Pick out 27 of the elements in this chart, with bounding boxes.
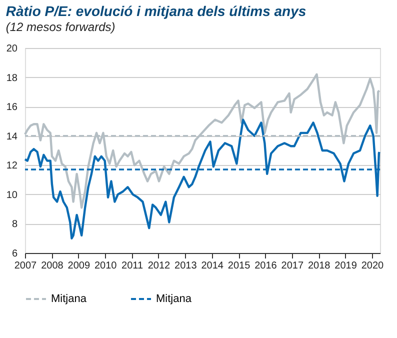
x-tick-label: 2020 [361, 260, 384, 272]
x-tick-label: 2008 [41, 260, 64, 272]
x-tick-label: 2012 [148, 260, 171, 272]
x-tick-label: 2013 [174, 260, 198, 272]
chart-title: Ràtio P/E: evolució i mitjana dels últims anys [6, 3, 306, 19]
x-tick-label: 2015 [228, 260, 251, 272]
x-tick-label: 2014 [201, 260, 224, 272]
y-tick-label: 12 [6, 160, 18, 172]
x-tick-label: 2009 [68, 260, 90, 272]
y-tick-label: 8 [12, 219, 18, 230]
x-tick-label: 2011 [122, 260, 144, 272]
x-tick-label: 2016 [254, 260, 278, 272]
x-tick-label: 2018 [308, 260, 331, 272]
y-tick-label: 10 [6, 190, 18, 201]
x-tick-label: 2017 [281, 260, 304, 272]
x-tick-label: 2010 [94, 260, 118, 272]
y-tick-label: 16 [6, 102, 18, 114]
y-tick-label: 14 [6, 131, 18, 142]
legend-label: Mitjana [51, 293, 88, 305]
legend-label: Mitjana [156, 293, 192, 305]
x-tick-label: 2019 [334, 260, 358, 272]
chart-subtitle: (12 mesos forwards) [6, 20, 116, 34]
y-tick-label: 18 [6, 72, 18, 84]
y-tick-label: 6 [12, 248, 18, 260]
line-series [24, 118, 380, 240]
y-tick-label: 20 [6, 44, 18, 54]
x-tick-label: 2007 [14, 260, 38, 272]
